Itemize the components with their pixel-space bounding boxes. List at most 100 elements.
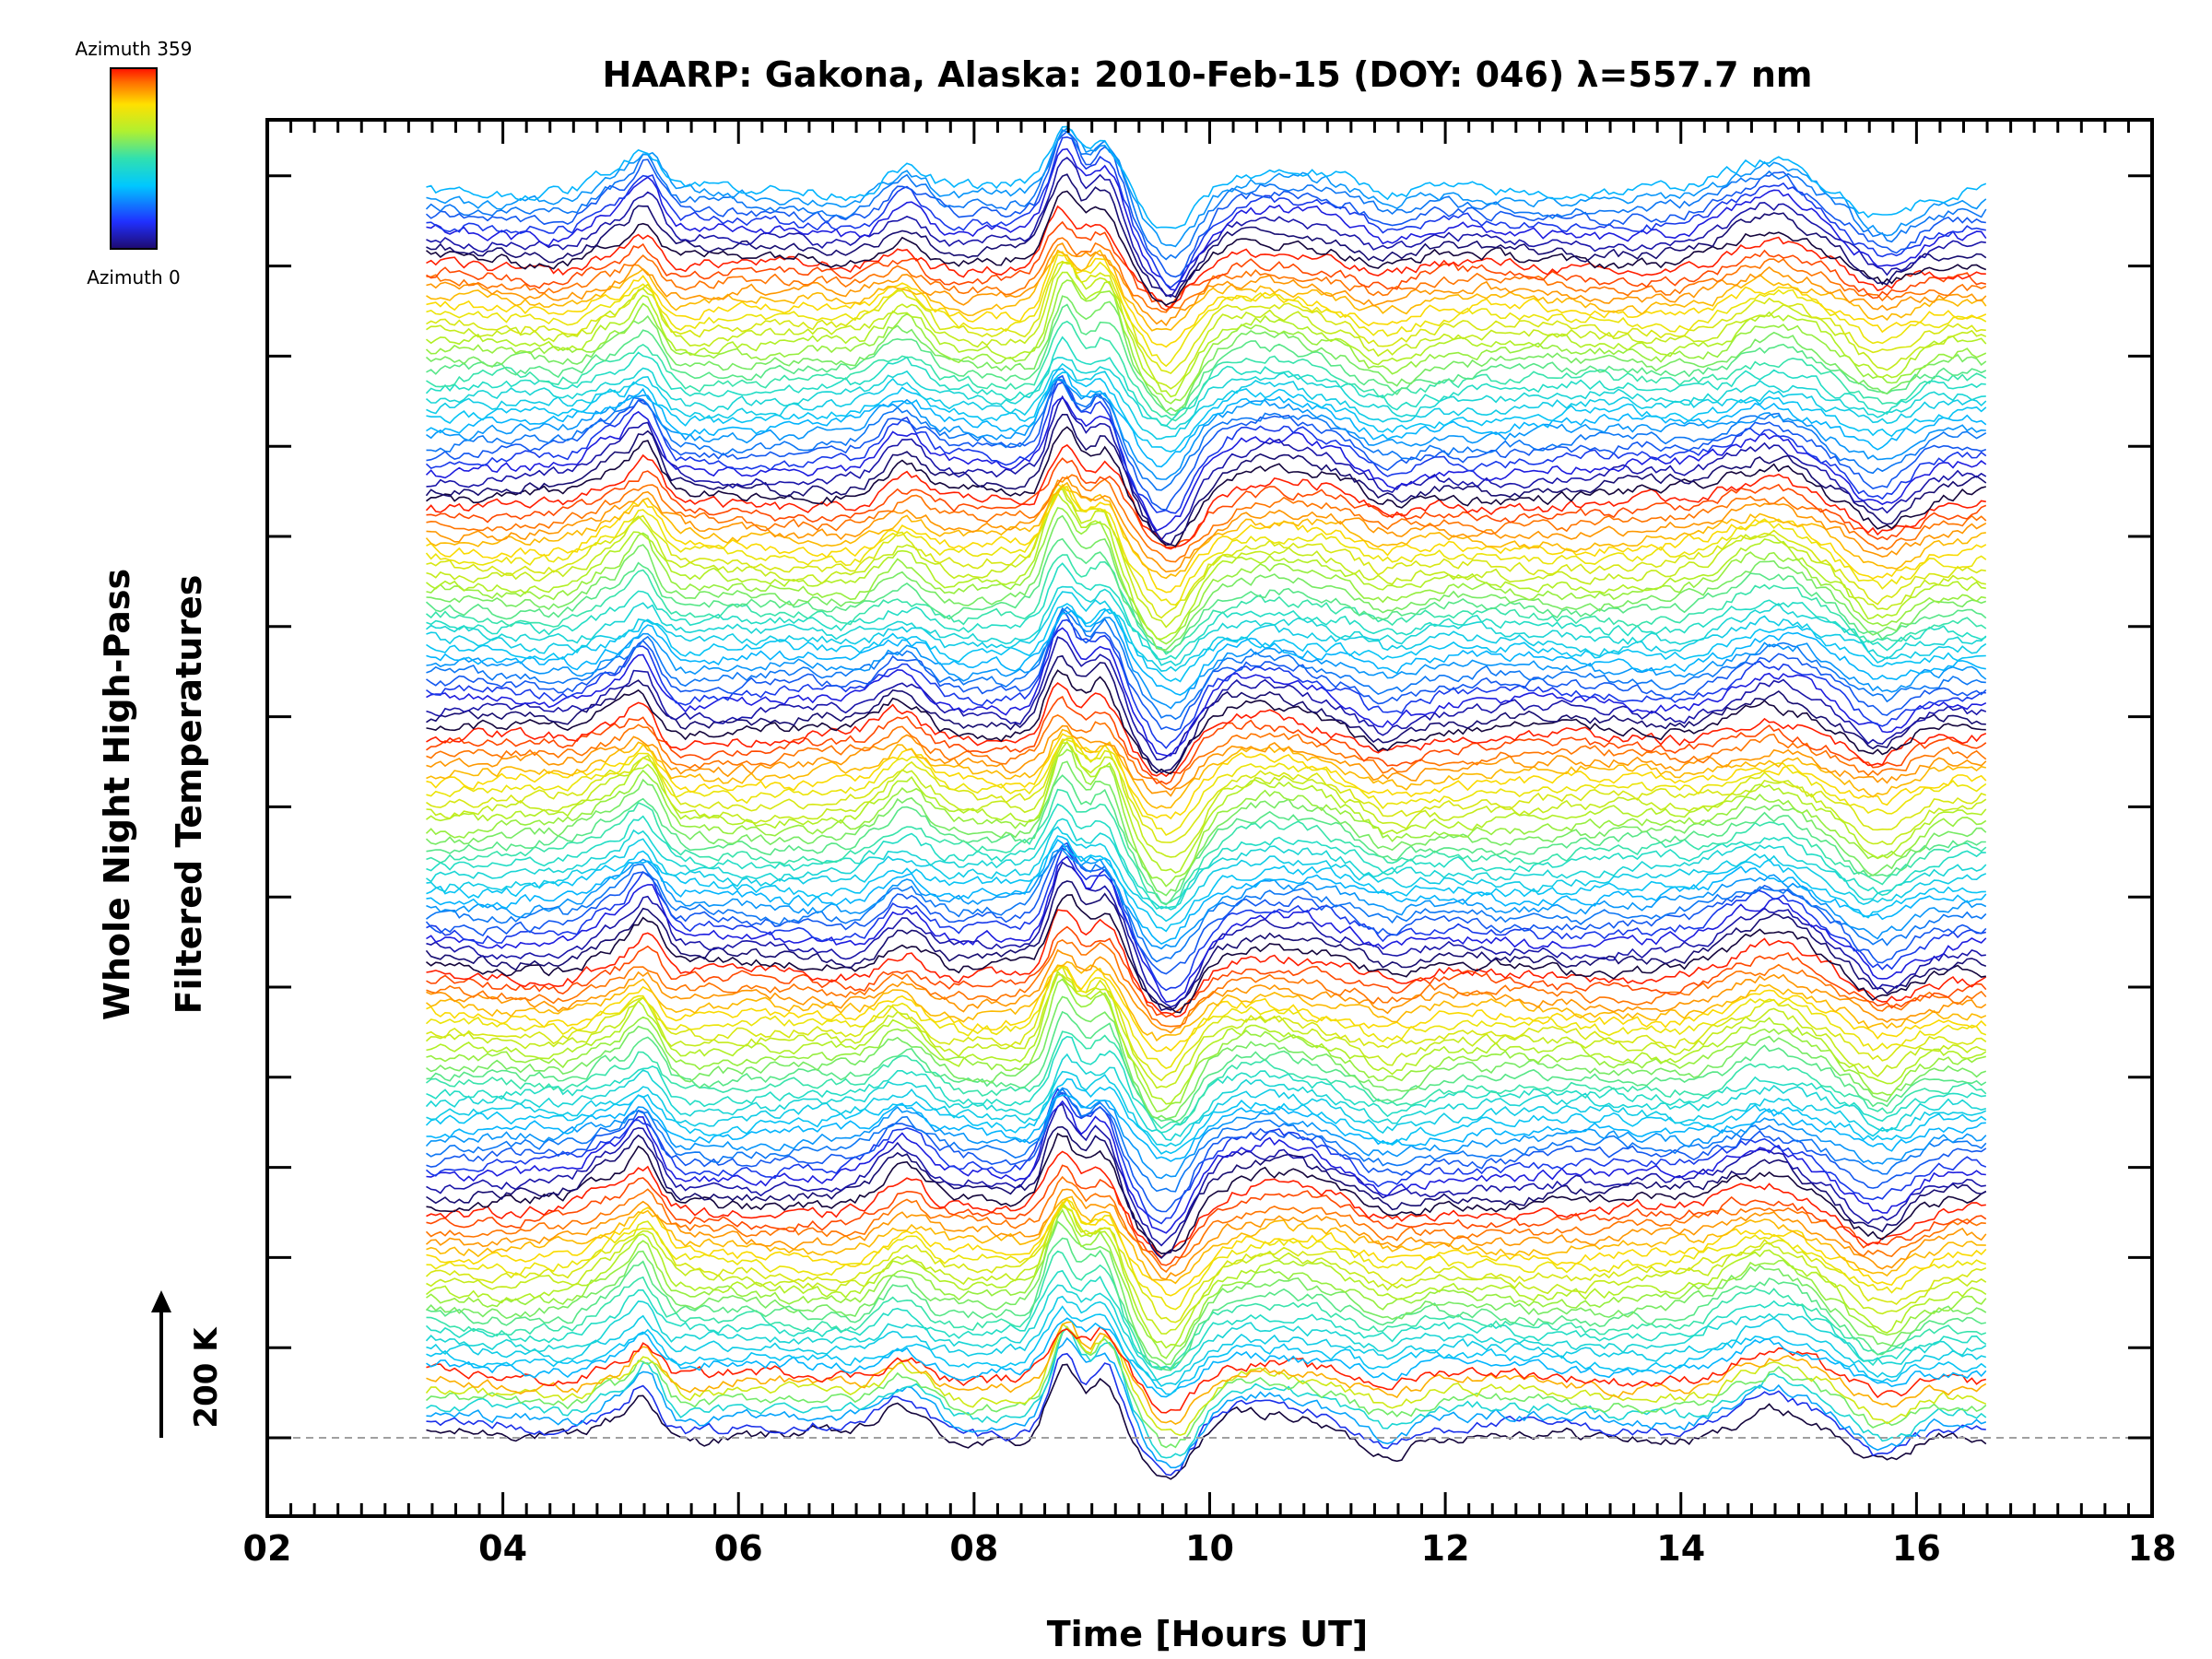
series-line <box>426 394 1987 542</box>
series-line <box>425 973 1986 1089</box>
x-tick-label: 08 <box>949 1528 998 1569</box>
series-line <box>425 1175 1986 1273</box>
x-tick-label: 02 <box>243 1528 292 1569</box>
series-line <box>426 847 1986 992</box>
x-tick-label: 12 <box>1421 1528 1470 1569</box>
series-line <box>426 995 1987 1120</box>
series-line <box>426 971 1987 1105</box>
series-line <box>426 682 1987 778</box>
series-line <box>425 880 1987 1011</box>
series-line <box>426 1325 1987 1414</box>
series-line <box>426 1352 1986 1477</box>
series-line <box>425 271 1987 398</box>
series-line <box>426 1208 1987 1359</box>
series-line <box>426 237 1987 313</box>
series-line <box>426 733 1987 820</box>
series-line <box>425 130 1986 278</box>
series-line <box>426 488 1986 629</box>
scale-arrow-head <box>151 1290 171 1312</box>
series-line <box>426 938 1987 1028</box>
series-line <box>426 135 1986 288</box>
series-line <box>425 483 1987 606</box>
series-line <box>425 1203 1987 1349</box>
series-line <box>426 1150 1986 1259</box>
series-line <box>426 724 1987 797</box>
series-line <box>425 964 1987 1069</box>
series-line <box>425 414 1987 546</box>
series-line <box>426 1321 1987 1426</box>
series-line <box>426 1100 1986 1234</box>
series-line <box>426 260 1986 375</box>
series-line <box>426 220 1986 312</box>
series-line <box>425 1088 1987 1225</box>
series-line <box>426 475 1987 573</box>
series-line <box>425 760 1987 897</box>
series-line <box>425 382 1987 514</box>
series-line <box>426 147 1987 291</box>
y-axis-label-line2: Filtered Temperatures <box>169 575 209 1015</box>
x-tick-label: 04 <box>478 1528 527 1569</box>
series-line <box>425 1323 1987 1437</box>
series-line <box>425 128 1987 261</box>
series-line <box>426 740 1987 874</box>
series-line <box>425 1327 1987 1449</box>
series-line <box>426 371 1987 453</box>
x-axis-label: Time [Hours UT] <box>1047 1614 1369 1654</box>
series-line <box>426 1070 1987 1147</box>
series-line <box>426 826 1987 923</box>
series-line <box>426 253 1987 368</box>
series-line <box>426 251 1987 348</box>
series-line <box>425 443 1986 550</box>
series-line <box>426 1091 1987 1213</box>
series-line <box>425 585 1987 666</box>
series-line <box>426 368 1987 468</box>
y-axis-label-line1: Whole Night High-Pass <box>97 569 137 1020</box>
series-line <box>426 483 1987 594</box>
axis-ticks <box>265 120 2154 1516</box>
series-line <box>425 279 1987 405</box>
series-line <box>426 1195 1986 1285</box>
series-line <box>426 774 1986 906</box>
series-line <box>426 978 1986 1112</box>
series-line <box>425 1087 1987 1180</box>
colorbar-top-label: Azimuth 359 <box>76 38 193 60</box>
scale-bar-label: 200 K <box>188 1326 225 1429</box>
series-line <box>426 960 1987 1042</box>
series-line <box>426 474 1987 563</box>
series-line <box>426 695 1987 785</box>
series-line <box>426 608 1986 696</box>
series-line <box>425 1188 1987 1281</box>
series-line <box>426 894 1986 1014</box>
x-tick-label: 16 <box>1892 1528 1941 1569</box>
series-line <box>426 925 1987 1018</box>
x-tick-label: 14 <box>1656 1528 1705 1569</box>
series-line <box>426 241 1987 327</box>
series-line <box>426 591 1987 672</box>
series-line <box>425 396 1987 532</box>
x-tick-label: 18 <box>2128 1528 2177 1569</box>
series-line <box>426 249 1987 332</box>
colorbar: Azimuth 359 Azimuth 0 <box>76 38 193 288</box>
series-line <box>425 748 1987 888</box>
series-line <box>426 669 1986 775</box>
series-line <box>426 742 1987 858</box>
series-line <box>425 481 1986 580</box>
series-line <box>426 1317 1987 1398</box>
series-line <box>426 835 1986 933</box>
series-line <box>426 1030 1987 1130</box>
series-line <box>426 1325 1987 1459</box>
colorbar-gradient <box>110 67 158 250</box>
x-tick-label: 10 <box>1185 1528 1234 1569</box>
series-line <box>425 1206 1987 1324</box>
series-line <box>426 1164 1987 1266</box>
series-line <box>426 909 1987 1018</box>
x-tick-label: 06 <box>714 1528 763 1569</box>
series-line <box>426 728 1986 809</box>
series-line <box>426 714 1987 791</box>
series-line <box>426 965 1987 1082</box>
series-line <box>425 537 1987 653</box>
series-line <box>426 261 1987 390</box>
scale-bar: 200 K <box>151 1290 225 1438</box>
series-line <box>426 1094 1986 1162</box>
